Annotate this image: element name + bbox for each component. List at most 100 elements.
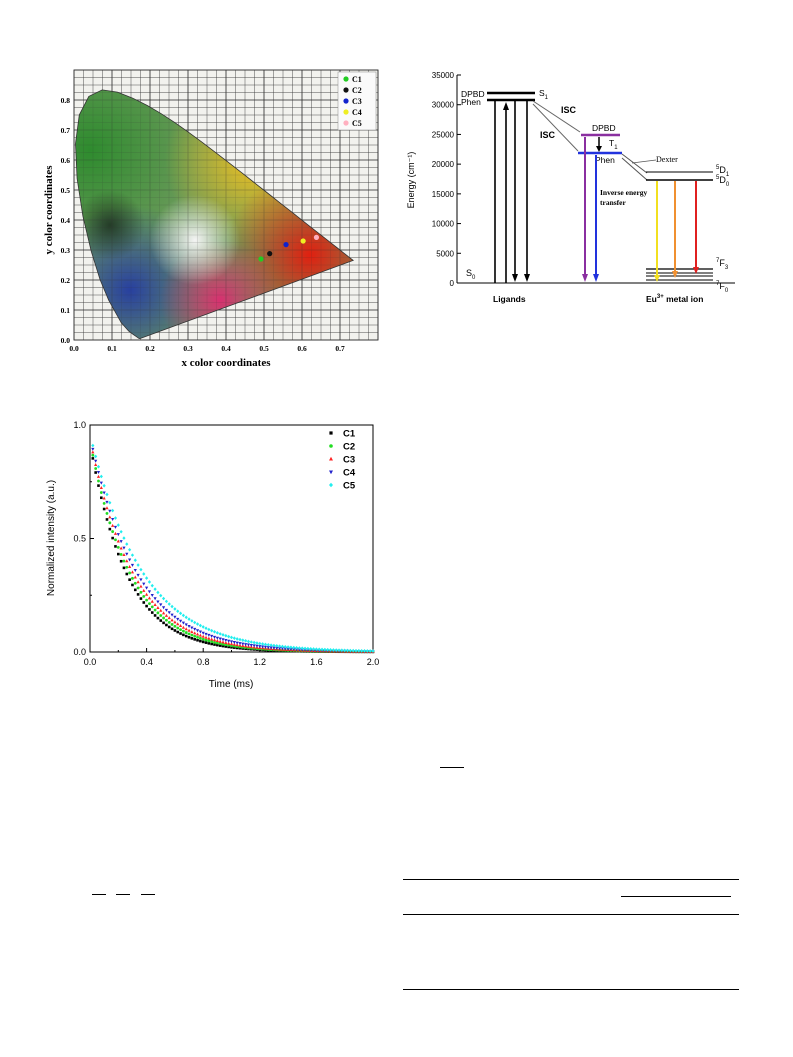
decay-point-c4 xyxy=(96,471,101,475)
decay-point-c4 xyxy=(283,647,287,651)
cie-legend-label: C5 xyxy=(352,119,362,128)
decay-point-c4 xyxy=(272,646,276,650)
decay-point-c5 xyxy=(311,647,316,651)
decay-point-c4 xyxy=(193,627,197,631)
decay-point-c5 xyxy=(156,590,160,595)
decay-point-c2 xyxy=(133,581,137,585)
decay-point-c1 xyxy=(148,608,151,611)
decay-point-c2 xyxy=(153,608,157,612)
decay-point-c2 xyxy=(94,467,98,470)
cie-legend-marker xyxy=(343,76,349,82)
decay-point-c2 xyxy=(193,634,197,638)
decay-point-c1 xyxy=(105,518,109,521)
decay-point-c2 xyxy=(190,633,194,637)
decay-point-c5 xyxy=(201,625,205,629)
s1-label: S1 xyxy=(539,88,549,101)
decay-point-c3 xyxy=(232,642,236,646)
decay-curve-chart: 0.0 0.4 0.8 1.2 1.6 2.0 0.0 0.5 1.0 C1 C2 C3 C4 C5 T… xyxy=(46,420,380,690)
decay-point-c3 xyxy=(204,635,208,639)
decay-point-c2 xyxy=(170,623,174,626)
decay-point-c1 xyxy=(230,645,233,649)
decay-point-c4 xyxy=(246,643,251,647)
energy-y-tick-label: 5000 xyxy=(436,249,454,258)
decay-point-c4 xyxy=(187,624,191,628)
decay-point-c3 xyxy=(99,486,103,490)
decay-point-c5 xyxy=(91,443,95,448)
decay-point-c4 xyxy=(249,643,253,647)
cie-point-c1 xyxy=(258,256,264,262)
energy-y-tick-label: 30000 xyxy=(432,101,455,110)
decay-legend-label: C1 xyxy=(343,429,356,440)
decay-legend-label: C3 xyxy=(343,455,355,466)
decay-point-c1 xyxy=(216,643,219,647)
decay-point-c1 xyxy=(111,536,114,540)
decay-point-c2 xyxy=(102,501,106,505)
cie-legend-marker xyxy=(343,98,349,104)
decay-point-c5 xyxy=(102,483,106,488)
eu-emission-yellow-head xyxy=(654,275,660,282)
cie-y-tick-label: 0.4 xyxy=(61,216,71,225)
decay-point-c5 xyxy=(232,636,236,640)
decay-point-c3 xyxy=(193,631,197,635)
decay-point-c4 xyxy=(116,533,120,537)
decay-point-c4 xyxy=(198,630,202,634)
decay-point-c5 xyxy=(204,626,208,631)
decay-point-c5 xyxy=(317,647,321,652)
decay-point-c4 xyxy=(125,552,129,556)
decay-point-c5 xyxy=(261,642,265,646)
decay-point-c5 xyxy=(229,635,234,640)
7f3-label: 7F3 xyxy=(716,258,729,271)
t1-relax-arrow-head xyxy=(596,146,602,152)
decay-point-c4 xyxy=(204,632,208,636)
cie-points xyxy=(258,234,320,262)
decay-point-c5 xyxy=(238,637,242,642)
decay-point-c5 xyxy=(246,639,251,644)
decay-point-c3 xyxy=(198,633,202,637)
decay-point-c3 xyxy=(195,632,200,636)
decay-point-c2 xyxy=(91,453,95,457)
decay-y-axis-label: Normalized intensity (a.u.) xyxy=(46,480,57,596)
decay-point-c4 xyxy=(227,639,231,643)
decay-point-c2 xyxy=(179,628,182,632)
decay-point-c4 xyxy=(280,647,285,651)
decay-point-c1 xyxy=(227,645,230,649)
inverse-transfer-label-2: transfer xyxy=(600,198,626,207)
decay-x-tick-label: 2.0 xyxy=(367,657,380,667)
decay-point-c1 xyxy=(179,632,182,635)
decay-point-c4 xyxy=(159,603,163,607)
decay-point-c2 xyxy=(215,641,219,645)
eu-metal-ion-label: Eu3+ metal ion xyxy=(646,294,703,304)
decay-point-c3 xyxy=(94,463,98,467)
decay-point-c5 xyxy=(300,646,304,651)
phen-emission-arrow-head xyxy=(593,274,599,282)
decay-point-c4 xyxy=(195,629,200,633)
decay-point-c4 xyxy=(241,642,245,646)
decay-point-c5 xyxy=(147,580,152,584)
decay-point-c5 xyxy=(184,615,188,620)
decay-point-c3 xyxy=(224,641,228,645)
cie-point-c4 xyxy=(300,238,306,244)
dexter-transfer-arrow xyxy=(621,153,648,174)
decay-point-c5 xyxy=(280,644,285,649)
decay-point-c5 xyxy=(164,599,169,604)
decay-point-c2 xyxy=(97,479,100,483)
decay-point-c3 xyxy=(173,620,177,624)
decay-point-c3 xyxy=(161,611,166,615)
decay-point-c1 xyxy=(210,642,213,646)
decay-point-c3 xyxy=(133,575,137,579)
decay-point-c4 xyxy=(173,615,177,619)
decay-point-c5 xyxy=(212,629,217,634)
decay-point-c5 xyxy=(210,628,214,633)
decay-point-c5 xyxy=(187,617,191,621)
decay-point-c5 xyxy=(215,631,219,635)
decay-point-c5 xyxy=(314,647,318,651)
decay-point-c5 xyxy=(309,646,313,651)
decay-point-c4 xyxy=(170,613,174,617)
decay-point-c4 xyxy=(212,635,217,639)
decay-point-c3 xyxy=(130,570,135,574)
fraction-bar-4 xyxy=(440,767,464,768)
decay-point-c3 xyxy=(176,622,180,626)
decay-point-c3 xyxy=(153,602,157,606)
decay-point-c5 xyxy=(294,645,299,650)
decay-point-c2 xyxy=(116,545,120,549)
